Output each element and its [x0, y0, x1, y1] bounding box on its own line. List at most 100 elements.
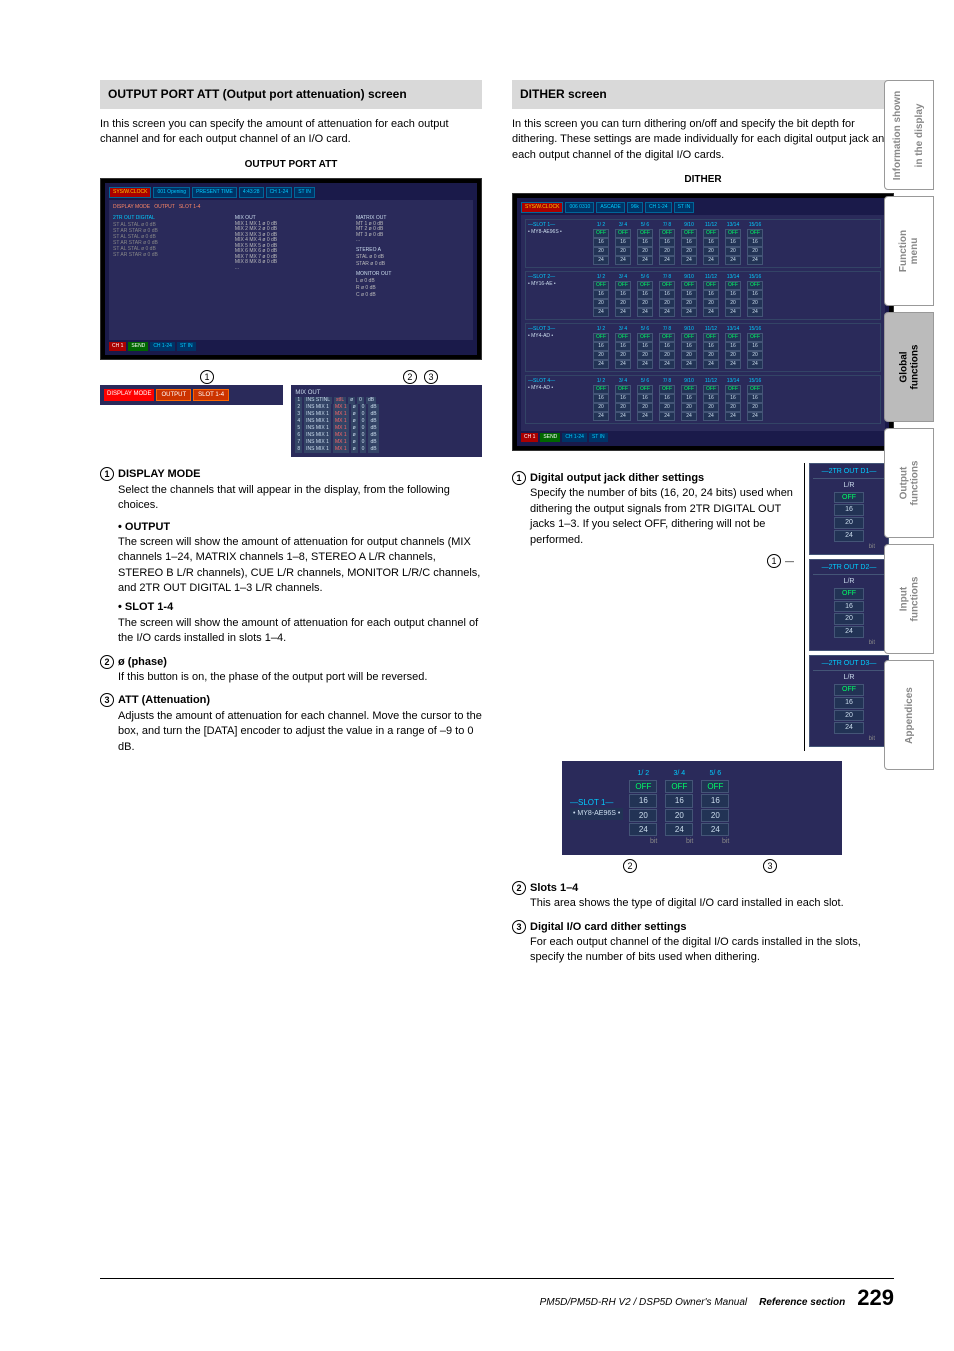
right-intro: In this screen you can turn dithering on… [512, 117, 894, 163]
dm-label: DISPLAY MODE [104, 389, 154, 401]
mix-cell: dB [368, 432, 378, 439]
dm-output: OUTPUT [156, 389, 191, 401]
mix-cell: 0 [360, 439, 367, 446]
present-time-label: PRESENT TIME [192, 187, 237, 198]
dither-channel-col: 3/ 4OFF162024 [615, 222, 631, 265]
mix-cell: ø [348, 397, 355, 404]
mix-cell: 0 [360, 411, 367, 418]
mix-row: 8INS MIX 1MX 1ø0dB [295, 446, 478, 453]
dither-channel-col: 5/ 6OFF162024 [637, 222, 653, 265]
mix-cell: 4 [295, 418, 302, 425]
r-item-2-head: 2Slots 1–4 [512, 881, 894, 896]
side-tab[interactable]: Functionmenu [884, 196, 934, 306]
dither-channel-col: 9/10OFF162024 [681, 378, 697, 421]
item-3-body: Adjusts the amount of attenuation for ea… [118, 709, 482, 755]
side-tab[interactable]: Globalfunctions [884, 312, 934, 422]
tr-out-boxes: —2TR OUT D1—L/ROFF162024bit—2TR OUT D2—L… [804, 463, 894, 752]
callout-1: 1 [200, 370, 214, 384]
footer-stin: ST IN [177, 342, 196, 351]
side-tab[interactable]: Inputfunctions [884, 544, 934, 654]
mix-cell: 7 [295, 439, 302, 446]
mix-cell: MX 1 [333, 418, 349, 425]
left-caption: OUTPUT PORT ATT [100, 158, 482, 172]
bullet-slot-body: The screen will show the amount of atten… [118, 616, 482, 647]
dither-channel-col: 7/ 8OFF162024 [659, 274, 675, 317]
side-tab[interactable]: Outputfunctions [884, 428, 934, 538]
footer-manual: PM5D/PM5D-RH V2 / DSP5D Owner's Manual [540, 1297, 748, 1308]
mix-cell: ø [351, 411, 358, 418]
mix-cell: ø [351, 446, 358, 453]
mix-cell: ø [351, 439, 358, 446]
mix-cell: MX 1 [333, 439, 349, 446]
mix-cell: MX 1 [333, 404, 349, 411]
dither-slot-group: —SLOT 4—• MY4-AD •1/ 2OFF1620243/ 4OFF16… [525, 375, 881, 424]
dither-channel-col: 3/ 4OFF162024 [615, 326, 631, 369]
d-cascade: ASCADE [596, 202, 625, 213]
slot-detail-col: 3/ 4OFF162024bit [665, 769, 693, 846]
dither-channel-col: 9/10OFF162024 [681, 274, 697, 317]
mix-cell: INS MIX 1 [304, 418, 331, 425]
r-item-3-body: For each output channel of the digital I… [530, 935, 894, 966]
output-port-att-screenshot: SYS/W.CLOCK 001 Opening PRESENT TIME 4:4… [100, 178, 482, 360]
footer-ch: CH 1-24 [150, 342, 175, 351]
slot-detail-label: —SLOT 1— [570, 797, 623, 808]
display-mode-crop: DISPLAY MODE OUTPUT SLOT 1-4 [100, 385, 283, 405]
mix-cell: 3 [295, 411, 302, 418]
dither-channel-col: 15/16OFF162024 [747, 222, 763, 265]
callout-2: 2 [403, 370, 417, 384]
dither-channel-col: 9/10OFF162024 [681, 326, 697, 369]
mix-row: 2INS MIX 1MX 1ø0dB [295, 404, 478, 411]
mix-cell: dB [368, 439, 378, 446]
mix-cell: MX 1 [333, 432, 349, 439]
dither-channel-col: 11/12OFF162024 [703, 222, 719, 265]
dither-channel-col: 15/16OFF162024 [747, 274, 763, 317]
d-ch1-24: CH 1-24 [562, 433, 587, 442]
dither-channel-col: 13/14OFF162024 [725, 222, 741, 265]
mix-cell: 1 [295, 397, 302, 404]
side-tab[interactable]: Appendices [884, 660, 934, 770]
d-fs: 96k [627, 202, 643, 213]
item-1-body: Select the channels that will appear in … [118, 483, 482, 514]
mix-cell: stIL [334, 397, 346, 404]
side-tab[interactable]: Information shownin the display [884, 80, 934, 190]
item-2-head: 2ø (phase) [100, 655, 482, 670]
dither-channel-col: 11/12OFF162024 [703, 326, 719, 369]
meter-stin: ST IN [294, 187, 315, 198]
mix-cell: INS MIX 1 [304, 432, 331, 439]
dither-channel-col: 11/12OFF162024 [703, 274, 719, 317]
clock-label: SYS/W.CLOCK [109, 187, 151, 198]
r-item-1-body: Specify the number of bits (16, 20, 24 b… [530, 486, 798, 548]
mix-cell: INS MIX 1 [304, 446, 331, 453]
mix-cell: 2 [295, 404, 302, 411]
mix-cell: ø [351, 418, 358, 425]
present-time: 4:43:28 [239, 187, 264, 198]
mix-cell: dB [368, 404, 378, 411]
dither-channel-col: 1/ 2OFF162024 [593, 222, 609, 265]
left-section-header: OUTPUT PORT ATT (Output port attenuation… [100, 80, 482, 109]
mix-cell: dB [368, 411, 378, 418]
dither-channel-col: 7/ 8OFF162024 [659, 326, 675, 369]
dither-channel-col: 15/16OFF162024 [747, 326, 763, 369]
slot-detail-name: • MY8-AE96S • [570, 808, 623, 820]
mix-cell: 5 [295, 425, 302, 432]
dither-channel-col: 3/ 4OFF162024 [615, 378, 631, 421]
callout-3: 3 [424, 370, 438, 384]
mix-cell: 0 [360, 418, 367, 425]
dither-slot-group: —SLOT 2—• MY16-AE •1/ 2OFF1620243/ 4OFF1… [525, 271, 881, 320]
d-meter: CH 1-24 [645, 202, 672, 213]
dither-channel-col: 7/ 8OFF162024 [659, 222, 675, 265]
tr-out-box: —2TR OUT D2—L/ROFF162024bit [809, 559, 889, 651]
d-stin: ST IN [674, 202, 695, 213]
d-clock-label: SYS/W.CLOCK [521, 202, 563, 213]
mix-cell: MX 1 [333, 411, 349, 418]
r-item-3-head: 3Digital I/O card dither settings [512, 920, 894, 935]
mix-cell: dB [368, 425, 378, 432]
dither-channel-col: 5/ 6OFF162024 [637, 378, 653, 421]
mix-cell: dB [368, 446, 378, 453]
mix-cell: dB [366, 397, 376, 404]
mix-cell: 0 [357, 397, 364, 404]
dither-channel-col: 9/10OFF162024 [681, 222, 697, 265]
meter-ch: CH 1-24 [266, 187, 293, 198]
mix-row: 3INS MIX 1MX 1ø0dB [295, 411, 478, 418]
mix-row: 7INS MIX 1MX 1ø0dB [295, 439, 478, 446]
